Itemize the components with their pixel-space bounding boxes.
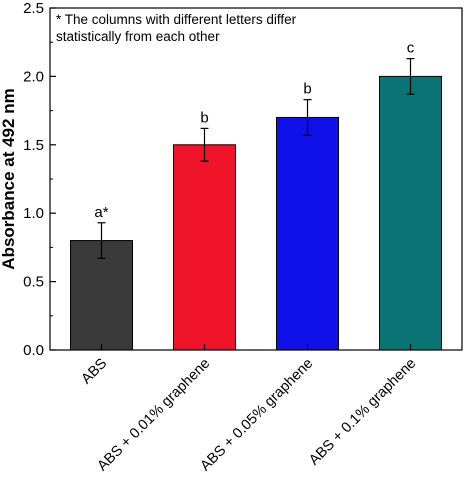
y-tick-label: 1.0	[23, 205, 44, 222]
bar	[379, 75, 442, 351]
x-category-label: ABS	[78, 356, 110, 388]
x-category-label: ABS + 0.01% graphene	[95, 356, 214, 475]
bar	[173, 144, 236, 351]
bar	[276, 116, 339, 351]
annotation-line-2: statistically from each other	[56, 29, 220, 44]
significance-letter: b	[200, 109, 208, 126]
y-axis-label: Absorbance at 492 nm	[0, 88, 18, 269]
y-tick-label: 0.5	[23, 274, 44, 291]
significance-letter: a*	[94, 204, 108, 221]
significance-letter: c	[407, 40, 415, 57]
significance-letter: b	[303, 81, 311, 98]
annotation-line-1: * The columns with different letters dif…	[56, 12, 297, 27]
y-tick-label: 2.5	[23, 0, 44, 17]
y-tick-label: 2.0	[23, 68, 44, 85]
x-category-label: ABS + 0.1% graphene	[306, 356, 419, 469]
bars-group: a* b b c	[70, 40, 442, 351]
x-category-label: ABS + 0.05% graphene	[198, 356, 317, 475]
y-tick-label: 1.5	[23, 137, 44, 154]
y-tick-label: 0.0	[23, 342, 44, 359]
y-axis-ticks: 0.0 0.5 1.0 1.5 2.0 2.5	[23, 0, 56, 359]
